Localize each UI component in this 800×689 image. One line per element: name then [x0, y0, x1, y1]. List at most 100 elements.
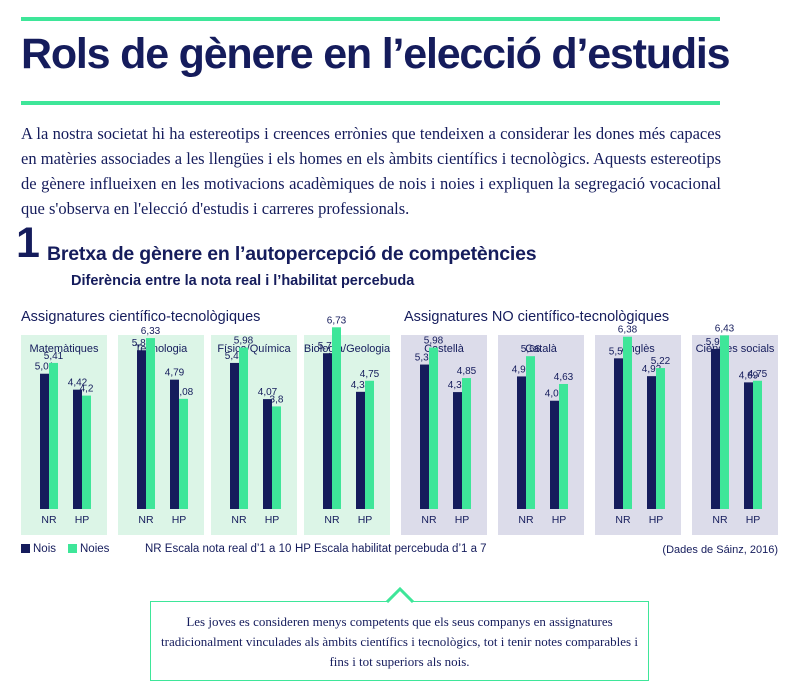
x-tick-catala-nr: NR: [518, 514, 534, 526]
legend-girls: Noies: [68, 543, 109, 555]
bar-matematiques-hp-noies: [82, 395, 91, 509]
bar-fisica-quimica-hp-nois: [263, 399, 272, 509]
value-label-fisica-quimica-hp-nois: 4,07: [258, 387, 278, 398]
bar-tecnologia-nr-noies: [146, 338, 155, 509]
panel-title-biologia-geologia: Biologia/Geologia: [304, 343, 391, 355]
chart-panel-angles: [595, 335, 681, 535]
value-label-biologia-geologia-hp-noies: 4,75: [360, 369, 380, 380]
intro-paragraph: A la nostra societat hi ha estereotips i…: [21, 124, 721, 218]
bar-fisica-quimica-nr-nois: [230, 362, 239, 509]
bar-catala-hp-nois: [550, 400, 559, 509]
value-label-biologia-geologia-hp-nois: 4,34: [351, 380, 371, 391]
value-label-fisica-quimica-nr-nois: 5,41: [225, 351, 245, 362]
value-label-biologia-geologia-nr-noies: 6,73: [327, 315, 347, 326]
bar-angles-nr-noies: [623, 336, 632, 509]
value-label-angles-hp-noies: 5,22: [651, 356, 671, 367]
x-tick-fisica-quimica-hp: HP: [265, 514, 280, 526]
bar-catala-nr-noies: [526, 356, 535, 509]
bar-biologia-geologia-nr-noies: [332, 327, 341, 509]
group-title-science: Assignatures científico-tecnològiques: [21, 309, 261, 325]
value-label-catala-hp-nois: 4,01: [545, 389, 565, 400]
chart-panel-castella: [401, 335, 487, 535]
title-underline-rule: [21, 101, 720, 105]
panel-title-catala: Català: [525, 343, 558, 355]
x-tick-biologia-geologia-hp: HP: [358, 514, 373, 526]
chart-panel-biologia-geologia: [304, 335, 390, 535]
value-label-matematiques-nr-nois: 5,01: [35, 362, 55, 373]
bar-matematiques-nr-noies: [49, 362, 58, 509]
value-label-castella-hp-nois: 4,33: [448, 380, 468, 391]
value-label-castella-nr-nois: 5,35: [415, 353, 435, 364]
bar-angles-nr-nois: [614, 358, 623, 509]
value-label-catala-nr-noies: 5,66: [521, 344, 541, 355]
legend-nr-note: NR Escala nota real d’1 a 10: [145, 543, 292, 555]
value-label-biologia-geologia-nr-nois: 5,77: [318, 341, 338, 352]
chart-panel-ciencies-socials: [692, 335, 778, 535]
value-label-fisica-quimica-nr-noies: 5,98: [234, 336, 254, 347]
value-label-ciencies-socials-nr-nois: 5,93: [706, 337, 726, 348]
top-rule: [21, 17, 720, 21]
value-label-angles-nr-nois: 5,58: [609, 346, 629, 357]
value-label-tecnologia-hp-noies: 4,08: [174, 387, 194, 398]
callout-box: [150, 601, 649, 681]
bar-catala-hp-noies: [559, 383, 568, 509]
bar-matematiques-hp-nois: [73, 389, 82, 509]
chart-panel-matematiques: [21, 335, 107, 535]
legend-boys: Nois: [21, 543, 56, 555]
bar-castella-nr-noies: [429, 347, 438, 509]
value-label-matematiques-hp-nois: 4,42: [68, 378, 88, 389]
value-label-matematiques-nr-noies: 5,41: [44, 351, 64, 362]
x-tick-castella-hp: HP: [455, 514, 470, 526]
legend-boys-swatch: [21, 544, 30, 553]
x-tick-castella-nr: NR: [421, 514, 437, 526]
value-label-catala-nr-nois: 4,91: [512, 364, 532, 375]
bar-ciencies-socials-hp-nois: [744, 382, 753, 509]
chart-panel-fisica-quimica: [211, 335, 297, 535]
section-number: 1: [16, 219, 40, 267]
bar-angles-hp-nois: [647, 376, 656, 509]
bar-castella-hp-noies: [462, 378, 471, 509]
value-label-ciencies-socials-hp-nois: 4,69: [739, 370, 759, 381]
legend-hp-note: HP Escala habilitat percebuda d’1 a 7: [295, 543, 487, 555]
x-tick-ciencies-socials-nr: NR: [712, 514, 728, 526]
data-source: (Dades de Sáinz, 2016): [662, 544, 778, 556]
bar-catala-nr-nois: [517, 376, 526, 509]
chart-panel-catala: [498, 335, 584, 535]
value-label-tecnologia-nr-noies: 6,33: [141, 326, 161, 337]
value-label-fisica-quimica-hp-noies: 3,8: [270, 394, 284, 405]
value-label-ciencies-socials-hp-noies: 4,75: [748, 369, 768, 380]
bar-matematiques-nr-nois: [40, 373, 49, 509]
panel-title-fisica-quimica: Física/Química: [217, 343, 291, 355]
bar-ciencies-socials-nr-noies: [720, 335, 729, 509]
value-label-matematiques-hp-noies: 4,2: [80, 384, 94, 395]
value-label-tecnologia-hp-nois: 4,79: [165, 368, 185, 379]
x-tick-tecnologia-nr: NR: [138, 514, 154, 526]
bar-castella-nr-nois: [420, 364, 429, 509]
bar-biologia-geologia-hp-nois: [356, 391, 365, 509]
x-tick-angles-hp: HP: [649, 514, 664, 526]
callout-pointer: [386, 587, 414, 603]
x-tick-matematiques-nr: NR: [41, 514, 57, 526]
callout-text: Les joves es consideren menys competents…: [161, 614, 638, 669]
x-tick-ciencies-socials-hp: HP: [746, 514, 761, 526]
value-label-castella-nr-noies: 5,98: [424, 336, 444, 347]
value-label-tecnologia-nr-nois: 5,88: [132, 338, 152, 349]
page-title: Rols de gènere en l’elecció d’estudis: [21, 30, 731, 78]
value-label-angles-hp-nois: 4,92: [642, 364, 662, 375]
gender-gap-bar-chart: Matemàtiques5,015,41NR4,424,2HPTecnologi…: [21, 315, 778, 535]
value-label-castella-hp-noies: 4,85: [457, 366, 477, 377]
x-tick-matematiques-hp: HP: [75, 514, 90, 526]
x-tick-tecnologia-hp: HP: [172, 514, 187, 526]
panel-title-matematiques: Matemàtiques: [29, 343, 99, 355]
bar-tecnologia-hp-noies: [179, 398, 188, 509]
bar-ciencies-socials-nr-nois: [711, 348, 720, 509]
bar-biologia-geologia-nr-nois: [323, 353, 332, 509]
chart-panel-tecnologia: [118, 335, 204, 535]
bar-fisica-quimica-nr-noies: [239, 347, 248, 509]
legend-girls-label: Noies: [80, 543, 110, 555]
bar-tecnologia-hp-nois: [170, 379, 179, 509]
bar-biologia-geologia-hp-noies: [365, 380, 374, 509]
value-label-ciencies-socials-nr-noies: 6,43: [715, 323, 735, 334]
legend-boys-label: Nois: [33, 543, 57, 555]
x-tick-angles-nr: NR: [615, 514, 631, 526]
